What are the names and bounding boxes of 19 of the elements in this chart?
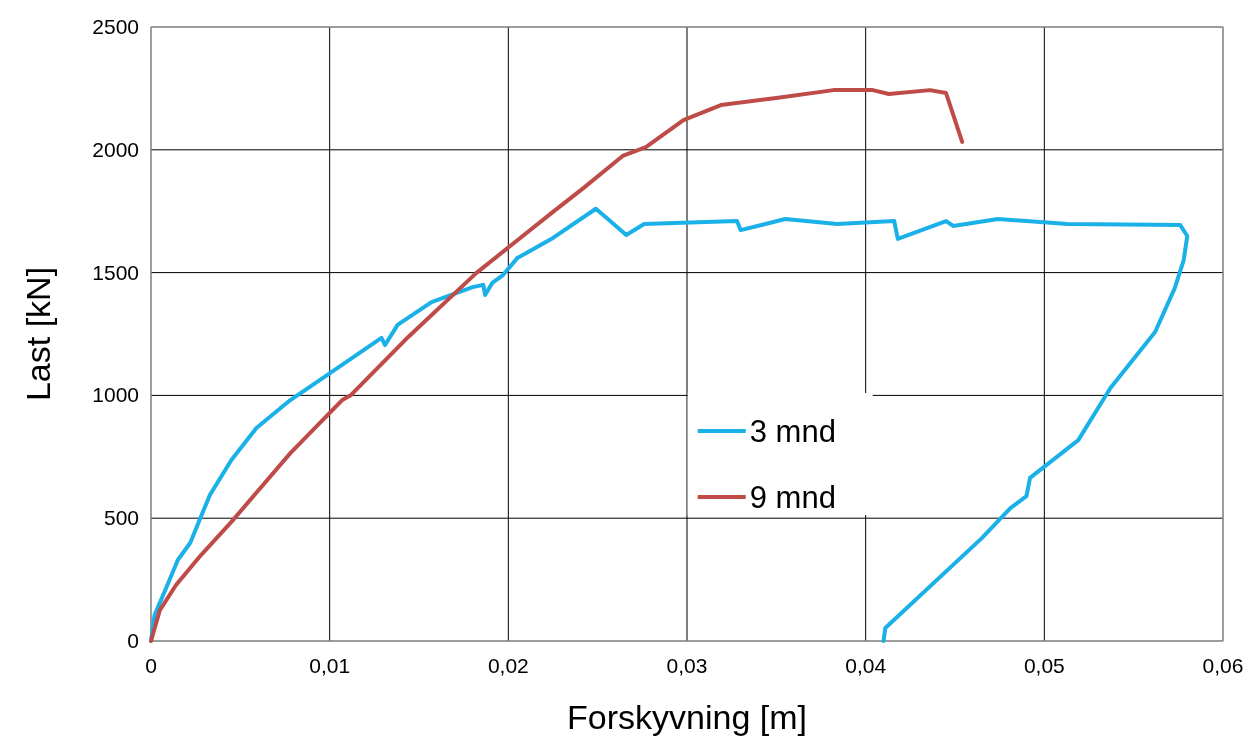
legend-label: 3 mnd (749, 414, 836, 449)
y-tick-label: 1000 (92, 383, 139, 407)
y-tick-label: 2500 (92, 15, 139, 38)
x-tick-label: 0,03 (666, 654, 708, 677)
line-series (149, 88, 965, 643)
x-tick-label: 0,06 (1202, 654, 1244, 677)
y-tick-label: 500 (103, 506, 139, 530)
y-tick-label: 0 (127, 629, 139, 652)
y-tick-label: 1500 (92, 260, 139, 284)
x-tick-label: 0 (145, 654, 157, 677)
line-series (149, 206, 1190, 643)
legend-label: 9 mnd (749, 480, 836, 515)
x-tick-label: 0,05 (1023, 654, 1065, 677)
x-tick-label: 0,01 (309, 654, 351, 677)
x-axis-title: Forskyvning [m] (567, 698, 807, 736)
x-tick-label: 0,04 (845, 654, 887, 677)
y-axis-title: Last [kN] (19, 266, 57, 402)
x-tick-label: 0,02 (487, 654, 529, 677)
y-tick-label: 2000 (92, 137, 139, 161)
